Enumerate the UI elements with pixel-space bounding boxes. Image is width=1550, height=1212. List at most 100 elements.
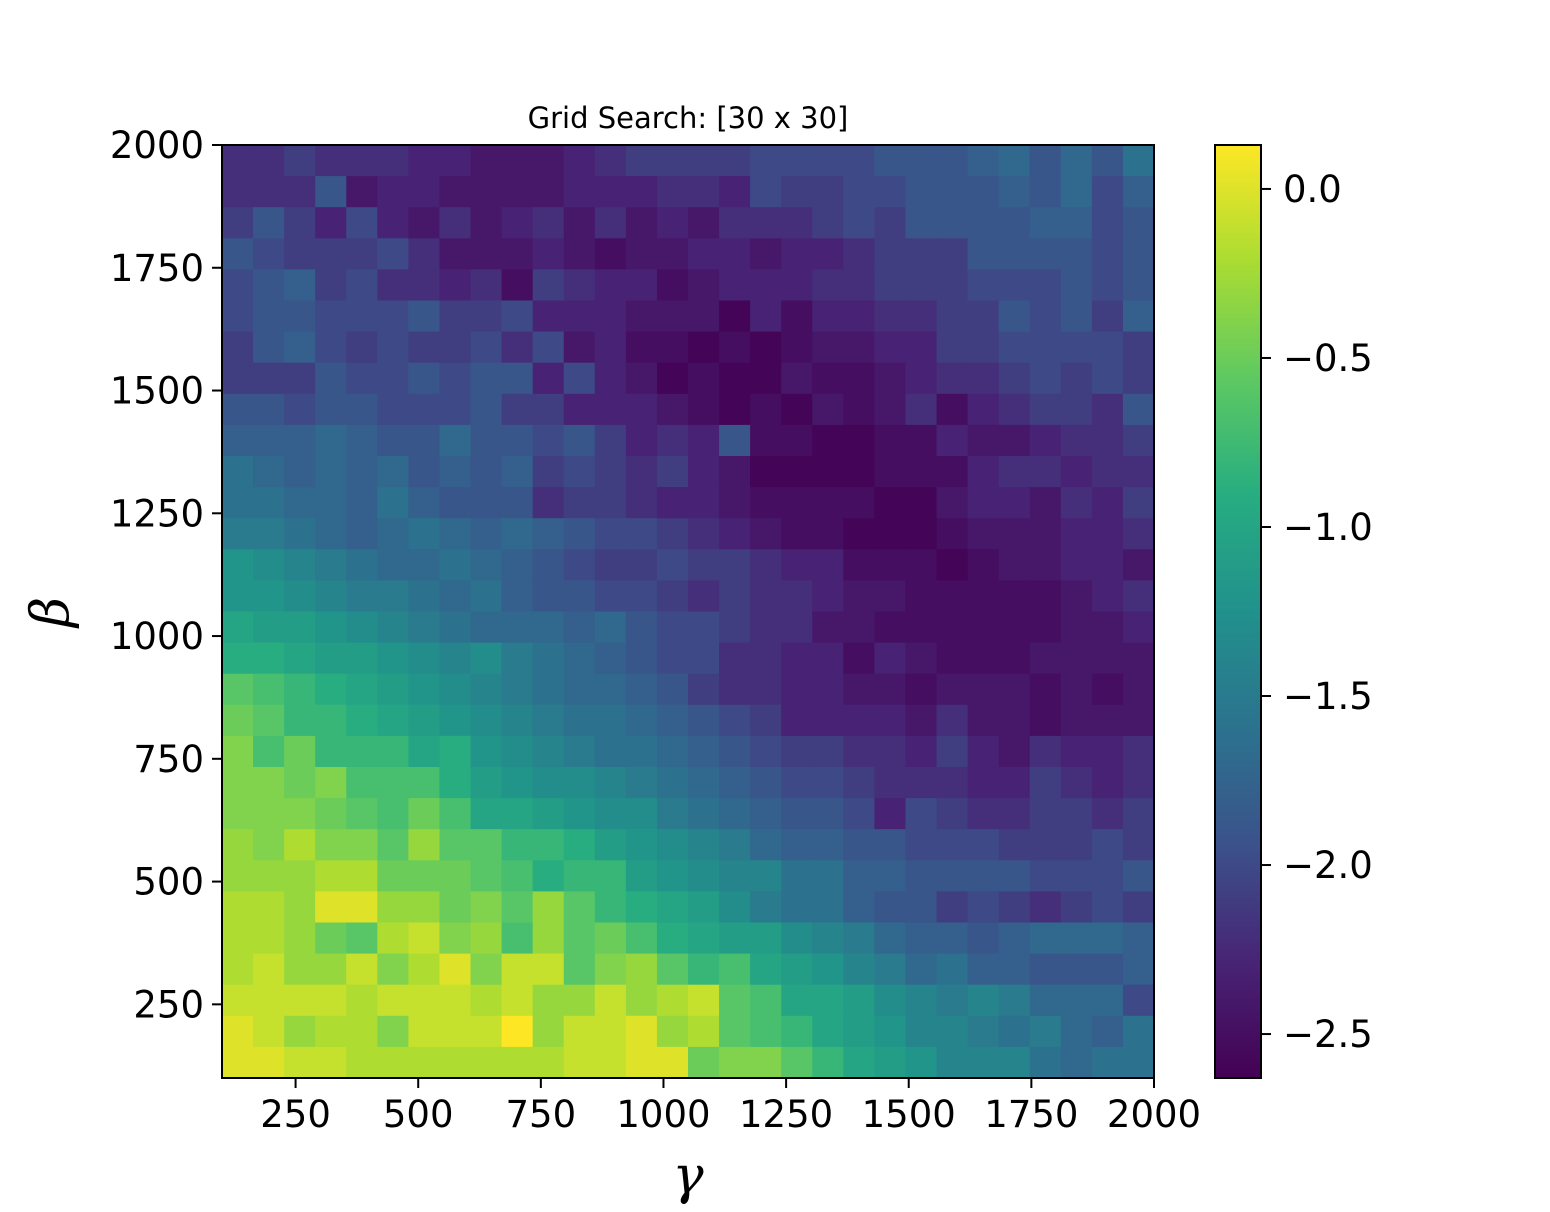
heatmap-cell — [905, 362, 938, 395]
plot-frame — [221, 144, 1155, 1079]
heatmap-cell — [719, 238, 751, 270]
heatmap-cell — [998, 735, 1031, 768]
heatmap-cell — [501, 207, 534, 239]
heatmap-cell — [470, 238, 503, 270]
heatmap-cell — [439, 176, 472, 208]
heatmap-cell — [967, 456, 1000, 488]
heatmap-cell — [625, 207, 658, 239]
heatmap-cell — [439, 922, 472, 955]
heatmap-cell — [532, 487, 565, 519]
heatmap-cell — [439, 953, 472, 986]
heatmap-cell — [688, 580, 720, 613]
heatmap-cell — [1091, 1015, 1124, 1048]
heatmap-cell — [439, 984, 472, 1017]
heatmap-cell — [688, 362, 720, 395]
heatmap-cell — [594, 860, 627, 892]
heatmap-cell — [1029, 424, 1062, 457]
heatmap-cell — [346, 735, 378, 768]
heatmap-cell — [470, 331, 503, 364]
heatmap-cell — [874, 549, 907, 581]
heatmap-cell — [439, 393, 472, 426]
heatmap-cell — [625, 580, 658, 613]
heatmap-cell — [998, 829, 1031, 861]
heatmap-cell — [284, 362, 316, 395]
heatmap-cell — [874, 518, 907, 550]
heatmap-cell — [967, 891, 1000, 924]
heatmap-cell — [1060, 331, 1093, 364]
heatmap-cell — [874, 269, 907, 302]
heatmap-cell — [346, 984, 378, 1017]
heatmap-cell — [905, 393, 938, 426]
heatmap-cell — [967, 549, 1000, 581]
heatmap-cell — [812, 238, 844, 270]
heatmap-cell — [656, 984, 689, 1017]
heatmap-cell — [625, 518, 658, 550]
heatmap-cell — [315, 767, 347, 799]
heatmap-cell — [874, 891, 907, 924]
heatmap-cell — [750, 549, 782, 581]
heatmap-cell — [750, 207, 782, 239]
heatmap-cell — [719, 176, 751, 208]
heatmap-cell — [253, 518, 285, 550]
heatmap-cell — [998, 456, 1031, 488]
heatmap-cell — [470, 984, 503, 1017]
heatmap-cell — [594, 145, 627, 177]
heatmap-cell — [315, 953, 347, 986]
heatmap-cell — [688, 829, 720, 861]
heatmap-cell — [843, 611, 875, 644]
heatmap-cell — [253, 238, 285, 270]
heatmap-cell — [688, 673, 720, 706]
heatmap-cell — [501, 673, 534, 706]
heatmap-cell — [656, 829, 689, 861]
heatmap-cell — [905, 331, 938, 364]
heatmap-cell — [284, 953, 316, 986]
heatmap-cell — [719, 456, 751, 488]
heatmap-cell — [470, 424, 503, 457]
heatmap-cell — [1029, 1046, 1062, 1079]
heatmap-cell — [470, 798, 503, 830]
heatmap-cell — [563, 549, 596, 581]
heatmap-cell — [532, 704, 565, 737]
heatmap-cell — [563, 891, 596, 924]
heatmap-cell — [967, 642, 1000, 675]
heatmap-cell — [563, 953, 596, 986]
heatmap-cell — [967, 269, 1000, 302]
heatmap-cell — [1029, 1015, 1062, 1048]
heatmap-cell — [532, 580, 565, 613]
heatmap-cell — [532, 984, 565, 1017]
heatmap-cell — [284, 704, 316, 737]
heatmap-cell — [1060, 269, 1093, 302]
heatmap-cell — [750, 300, 782, 333]
heatmap-cell — [843, 767, 875, 799]
heatmap-cell — [1029, 673, 1062, 706]
heatmap-cell — [656, 767, 689, 799]
heatmap-cell — [905, 300, 938, 333]
heatmap-cell — [563, 145, 596, 177]
heatmap-cell — [656, 673, 689, 706]
heatmap-cell — [967, 176, 1000, 208]
heatmap-cell — [719, 829, 751, 861]
x-tick-label: 1250 — [739, 1093, 833, 1136]
heatmap-cell — [346, 953, 378, 986]
heatmap-cell — [843, 1046, 875, 1079]
heatmap-cell — [222, 424, 254, 457]
heatmap-cell — [936, 860, 969, 892]
heatmap-cell — [1091, 393, 1124, 426]
heatmap-cell — [750, 891, 782, 924]
heatmap-cell — [253, 487, 285, 519]
heatmap-cell — [1029, 953, 1062, 986]
heatmap-cell — [377, 1015, 409, 1048]
heatmap-cell — [439, 518, 472, 550]
heatmap-cell — [843, 145, 875, 177]
heatmap-cell — [408, 518, 441, 550]
y-tick-label: 2000 — [110, 124, 204, 167]
heatmap-cell — [563, 798, 596, 830]
heatmap-cell — [563, 735, 596, 768]
heatmap-cell — [377, 176, 409, 208]
heatmap-cell — [408, 207, 441, 239]
heatmap-cell — [284, 580, 316, 613]
heatmap-cell — [439, 735, 472, 768]
heatmap-cell — [874, 829, 907, 861]
heatmap-cell — [1122, 767, 1155, 799]
heatmap-cell — [377, 393, 409, 426]
